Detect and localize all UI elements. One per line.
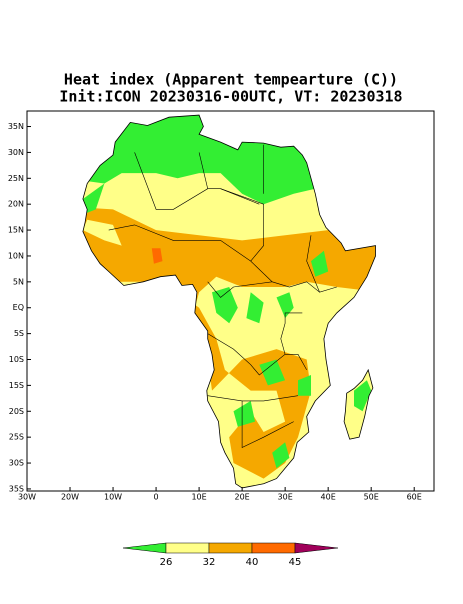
temperature-region bbox=[311, 250, 329, 277]
lon-tick-label: 10W bbox=[104, 493, 122, 502]
temperature-region bbox=[82, 219, 122, 246]
lon-tick-label: 20E bbox=[234, 493, 249, 502]
country-border bbox=[198, 152, 208, 189]
temperature-region bbox=[246, 292, 264, 324]
country-border bbox=[306, 235, 320, 293]
lon-tick-label: 60E bbox=[407, 493, 422, 502]
lat-tick-label: 35S bbox=[9, 484, 24, 493]
country-border bbox=[241, 400, 294, 448]
temperature-region bbox=[82, 183, 105, 215]
temperature-region bbox=[354, 380, 372, 412]
map-frame bbox=[26, 110, 435, 492]
colorbar-label: 26 bbox=[160, 557, 173, 568]
colorbar-label: 40 bbox=[246, 557, 259, 568]
country-border bbox=[207, 281, 273, 298]
colorbar-box bbox=[251, 542, 296, 554]
lat-tick-label: 30N bbox=[8, 148, 24, 157]
temperature-region bbox=[272, 442, 290, 469]
lat-tick-label: 25S bbox=[9, 433, 24, 442]
lon-tick-label: 10E bbox=[191, 493, 206, 502]
country-border bbox=[207, 395, 299, 402]
lat-tick-label: 5N bbox=[13, 277, 24, 286]
lon-tick-label: 20W bbox=[61, 493, 79, 502]
temperature-region bbox=[298, 375, 311, 396]
lon-tick-label: 30E bbox=[278, 493, 293, 502]
colorbar-label: 32 bbox=[203, 557, 216, 568]
colorbar-box bbox=[165, 542, 210, 554]
lat-tick-label: 25N bbox=[8, 174, 24, 183]
country-border bbox=[108, 152, 264, 262]
lat-tick-label: 30S bbox=[9, 459, 24, 468]
temperature-region bbox=[151, 248, 163, 264]
lat-tick-label: 10N bbox=[8, 251, 24, 260]
lon-tick-label: 0 bbox=[154, 493, 159, 502]
lat-tick-label: 15N bbox=[8, 226, 24, 235]
lat-tick-label: EQ bbox=[13, 303, 24, 312]
country-border bbox=[220, 188, 260, 205]
country-border bbox=[207, 333, 307, 376]
title-line-2: Init:ICON 20230316-00UTC, VT: 20230318 bbox=[59, 88, 402, 106]
temperature-region bbox=[276, 292, 294, 319]
country-border bbox=[280, 312, 303, 355]
lat-tick-label: 10S bbox=[9, 355, 24, 364]
title-line-1: Heat index (Apparent tempearture (C)) bbox=[64, 71, 398, 89]
colorbar-high bbox=[294, 542, 339, 554]
lon-tick-label: 40E bbox=[321, 493, 336, 502]
colorbar-label: 45 bbox=[289, 557, 302, 568]
colorbar-box bbox=[208, 542, 253, 554]
lon-tick-label: 50E bbox=[364, 493, 379, 502]
temperature-region bbox=[212, 287, 238, 324]
coastline bbox=[82, 114, 376, 489]
lat-tick-label: 35N bbox=[8, 122, 24, 131]
lat-tick-label: 20S bbox=[9, 407, 24, 416]
country-border bbox=[250, 260, 337, 293]
lat-tick-label: 5S bbox=[14, 329, 24, 338]
lat-tick-label: 20N bbox=[8, 200, 24, 209]
lon-tick-label: 30W bbox=[18, 493, 36, 502]
temperature-region bbox=[259, 359, 286, 386]
temperature-region bbox=[285, 318, 303, 339]
temperature-region bbox=[233, 400, 255, 427]
lat-tick-label: 15S bbox=[9, 381, 24, 390]
